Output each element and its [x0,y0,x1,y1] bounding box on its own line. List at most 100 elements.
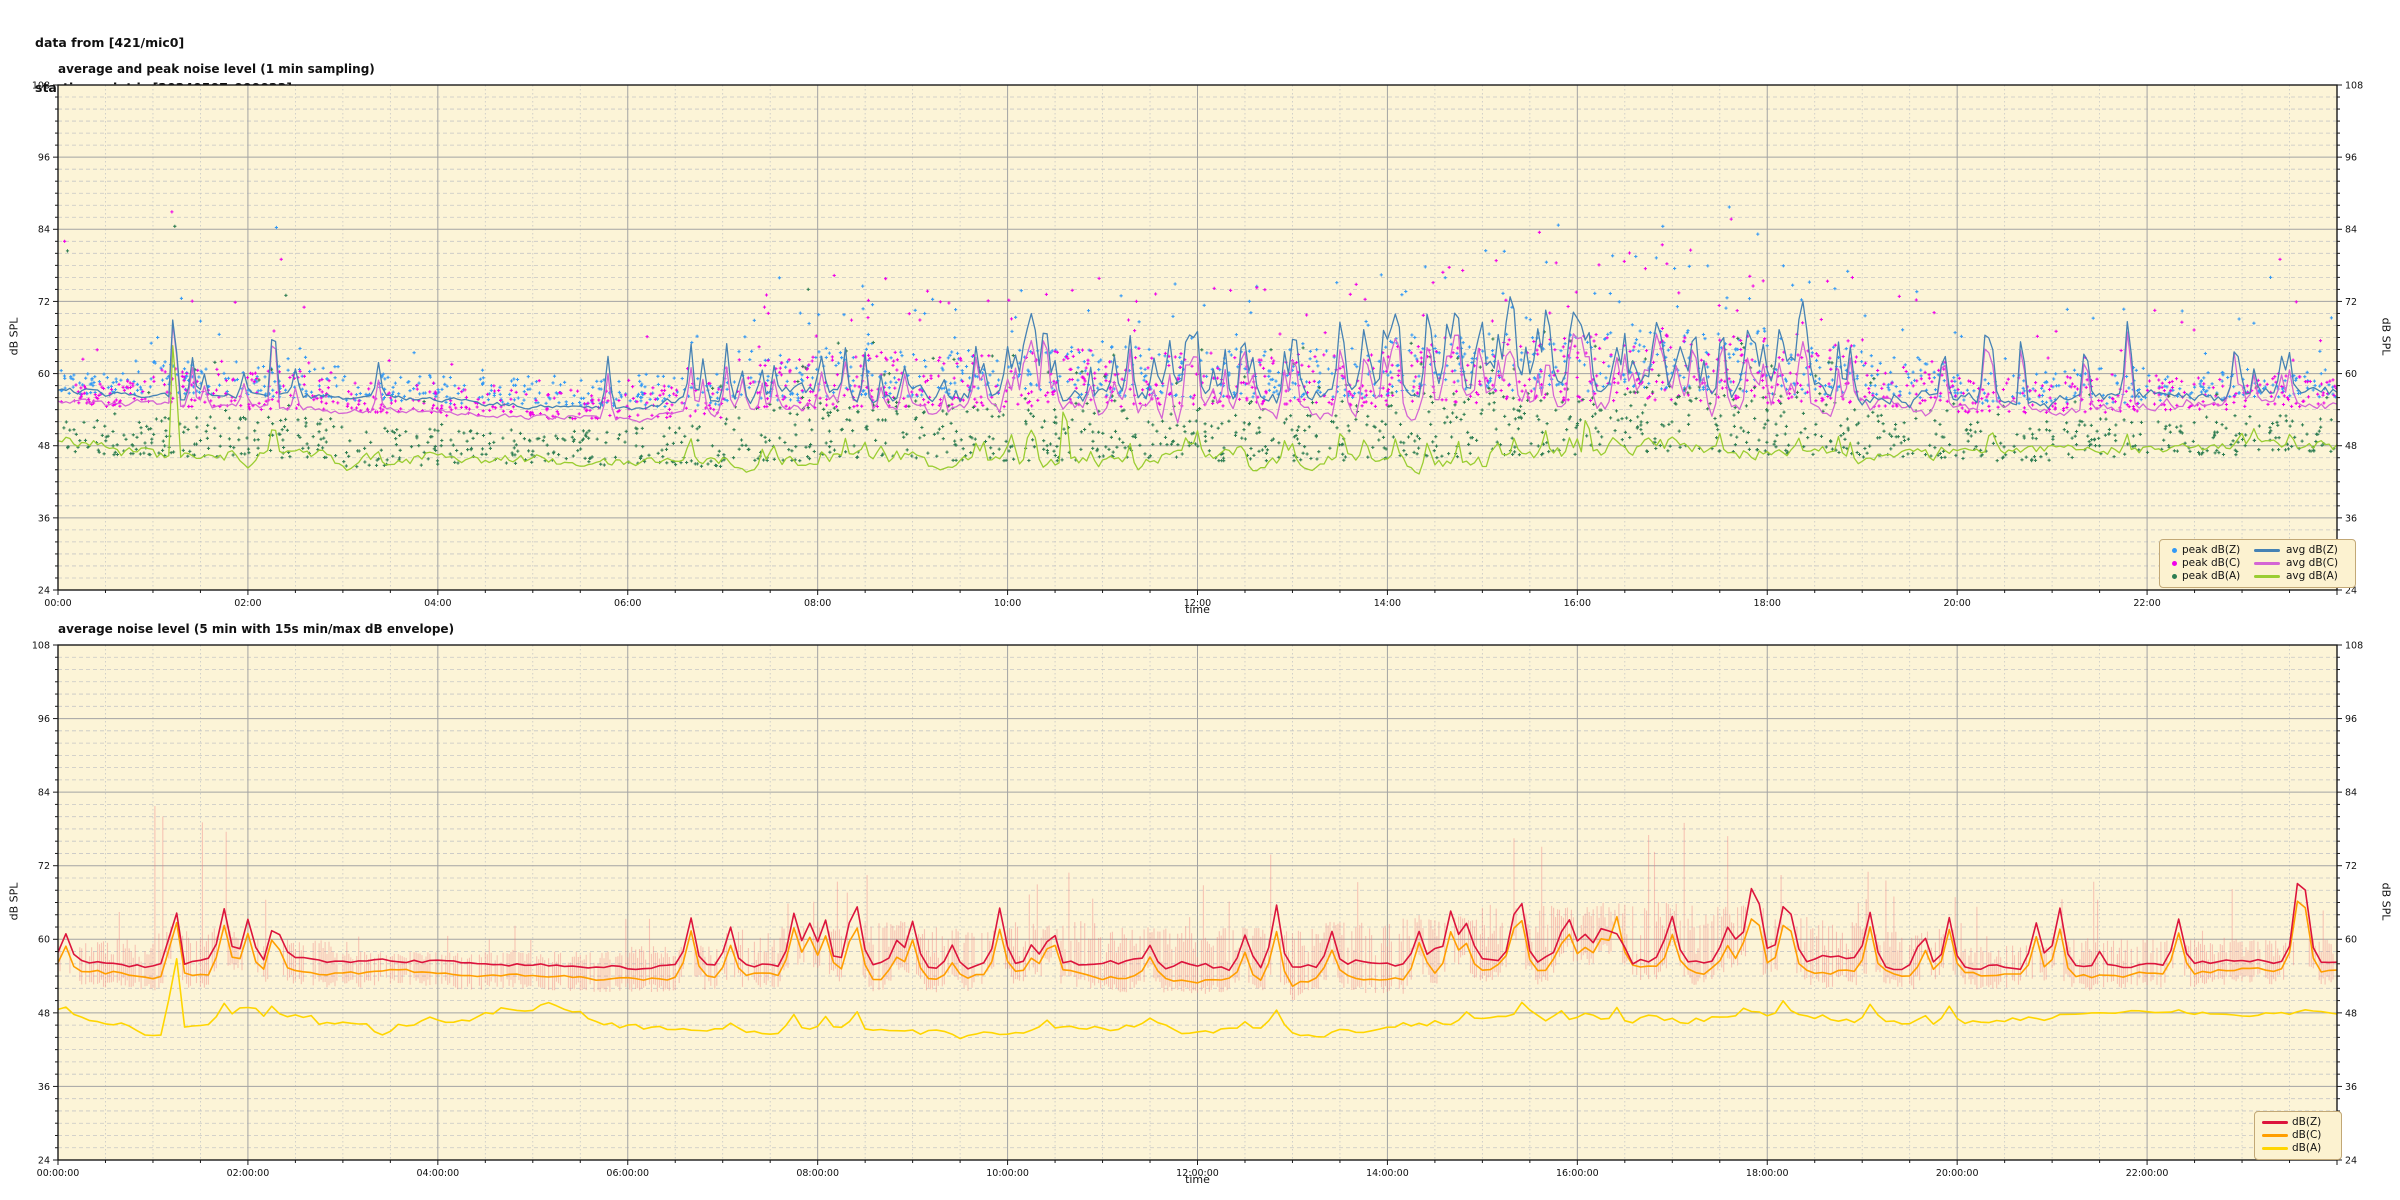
svg-text:84: 84 [38,788,50,799]
chart2-ylabel-left: dB SPL [7,882,21,921]
svg-text:04:00:00: 04:00:00 [416,1168,459,1179]
legend-label-peak-dbc: peak dB(C) [2182,557,2241,569]
svg-text:16:00: 16:00 [1564,598,1591,609]
svg-text:00:00: 00:00 [44,598,71,609]
svg-text:20:00:00: 20:00:00 [1936,1168,1979,1179]
legend-marker-peak-dbz [2172,548,2177,553]
chart1-frame-ticks: 24 24 36 36 48 48 60 60 72 72 84 84 96 96 108 108 00:00 0… [32,80,2363,609]
svg-text:108: 108 [2345,80,2363,91]
svg-text:36: 36 [2345,1082,2357,1093]
chart2-tick-labels: 24 24 36 36 48 48 60 60 72 72 84 84 96 96 108 108 00:00:… [32,640,2363,1179]
svg-text:72: 72 [2345,297,2357,308]
chart1-ticks [53,84,2342,595]
chart1-tick-labels: 24 24 36 36 48 48 60 60 72 72 84 84 96 96 108 108 00:00 0… [32,80,2363,609]
legend-label-avg-dbz: avg dB(Z) [2286,544,2338,556]
legend-marker-peak-dba [2172,574,2177,579]
legend-marker-dba [2262,1146,2288,1151]
chart2-ylabel-right: dB SPL [2379,882,2393,921]
chart2-line-db(z) [58,882,2337,972]
svg-text:02:00: 02:00 [234,598,261,609]
svg-text:72: 72 [2345,861,2357,872]
svg-text:04:00: 04:00 [424,598,451,609]
svg-text:60: 60 [2345,369,2357,380]
svg-text:08:00:00: 08:00:00 [796,1168,839,1179]
legend-marker-avg-dbc [2254,561,2280,566]
svg-text:84: 84 [2345,788,2357,799]
chart1-scatter-peakdb(c) [59,210,2337,421]
svg-text:48: 48 [38,441,50,452]
svg-text:60: 60 [2345,935,2357,946]
svg-text:36: 36 [2345,513,2357,524]
svg-text:72: 72 [38,297,50,308]
svg-text:108: 108 [32,80,50,91]
legend-marker-avg-dbz [2254,548,2280,553]
legend-label-dbc: dB(C) [2292,1129,2322,1141]
svg-text:18:00:00: 18:00:00 [1746,1168,1789,1179]
svg-text:22:00:00: 22:00:00 [2126,1168,2169,1179]
svg-text:48: 48 [38,1008,50,1019]
svg-text:12:00:00: 12:00:00 [1176,1168,1219,1179]
legend-label-peak-dba: peak dB(A) [2182,570,2241,582]
svg-text:14:00: 14:00 [1374,598,1401,609]
svg-text:84: 84 [2345,225,2357,236]
svg-text:10:00:00: 10:00:00 [986,1168,1029,1179]
chart2-line-db(c) [58,900,2337,988]
svg-text:60: 60 [38,935,50,946]
chart1-title: average and peak noise level (1 min samp… [58,62,375,76]
svg-text:00:00:00: 00:00:00 [37,1168,80,1179]
svg-text:48: 48 [2345,441,2357,452]
chart2-axes [57,644,2338,1161]
chart1-ylabel-right: dB SPL [2379,317,2393,356]
svg-text:22:00: 22:00 [2133,598,2160,609]
svg-text:24: 24 [38,1155,50,1166]
chart1-grid [57,84,2338,591]
chart1-line-avgdb(z) [58,296,2337,411]
legend-marker-peak-dbc [2172,561,2177,566]
chart1-line-avgdb(c) [58,322,2337,424]
svg-text:24: 24 [38,585,50,596]
svg-text:108: 108 [32,640,50,651]
legend-bottom-chart: dB(Z) dB(C) dB(A) [2254,1111,2342,1160]
chart1-line-avgdb(a) [58,344,2337,475]
chart1-ylabel-left: dB SPL [7,317,21,356]
svg-text:96: 96 [38,714,50,725]
legend-label-avg-dba: avg dB(A) [2286,570,2338,582]
svg-text:14:00:00: 14:00:00 [1366,1168,1409,1179]
chart1-scatter-peakdb(a) [62,224,2336,469]
legend-label-avg-dbc: avg dB(C) [2286,557,2339,569]
svg-text:16:00:00: 16:00:00 [1556,1168,1599,1179]
legend-marker-avg-dba [2254,574,2280,579]
svg-text:24: 24 [2345,1155,2357,1166]
svg-text:96: 96 [38,153,50,164]
svg-text:06:00:00: 06:00:00 [606,1168,649,1179]
legend-top-chart: peak dB(Z) avg dB(Z) peak dB(C) avg dB(C… [2159,539,2356,588]
svg-text:72: 72 [38,861,50,872]
svg-text:96: 96 [2345,714,2357,725]
legend-marker-dbz [2262,1120,2288,1125]
svg-text:12:00: 12:00 [1184,598,1211,609]
svg-text:02:00:00: 02:00:00 [227,1168,270,1179]
chart2-xlabel: time [1185,1173,1210,1186]
header-line1: data from [421/mic0] [35,35,185,50]
svg-text:24: 24 [2345,585,2357,596]
legend-label-peak-dbz: peak dB(Z) [2182,544,2241,556]
chart2-title: average noise level (5 min with 15s min/… [58,622,455,636]
svg-text:10:00: 10:00 [994,598,1021,609]
svg-text:36: 36 [38,1082,50,1093]
svg-text:84: 84 [38,225,50,236]
chart1-xlabel: time [1185,603,1210,616]
svg-text:48: 48 [2345,1008,2357,1019]
svg-text:08:00: 08:00 [804,598,831,609]
svg-text:36: 36 [38,513,50,524]
svg-text:96: 96 [2345,153,2357,164]
svg-text:06:00: 06:00 [614,598,641,609]
svg-text:108: 108 [2345,640,2363,651]
chart2-line-db(a) [58,957,2337,1040]
svg-text:20:00: 20:00 [1943,598,1970,609]
svg-text:60: 60 [38,369,50,380]
legend-label-dbz: dB(Z) [2292,1116,2322,1128]
chart2-frame-ticks: 24 24 36 36 48 48 60 60 72 72 84 84 96 96 108 108 00:00:… [32,640,2363,1179]
legend-label-dba: dB(A) [2292,1142,2322,1154]
